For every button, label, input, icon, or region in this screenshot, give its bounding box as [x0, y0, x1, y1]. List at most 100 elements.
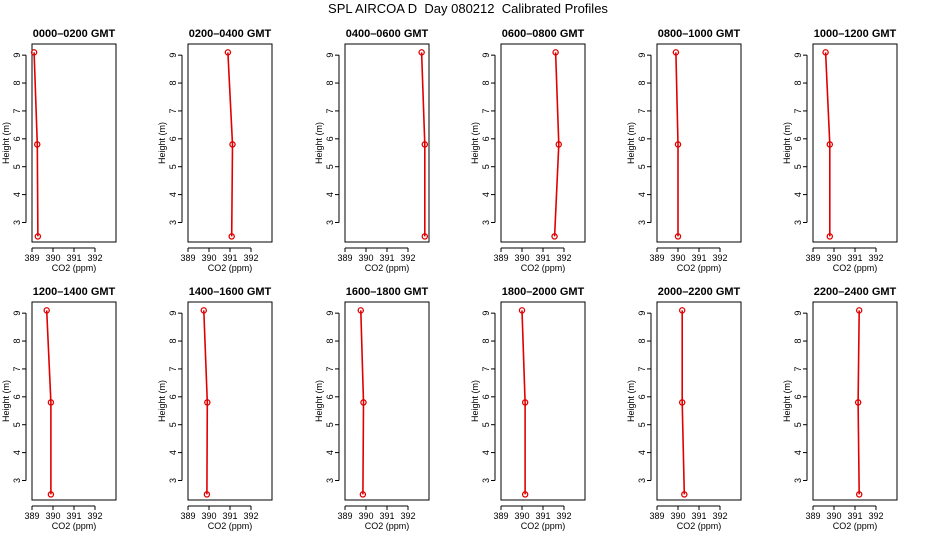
y-tick-label: 5 — [481, 164, 491, 169]
y-axis-label: Height (m) — [626, 380, 636, 422]
x-tick-label: 389 — [493, 253, 508, 263]
y-tick-label: 5 — [168, 422, 178, 427]
y-tick-label: 9 — [325, 53, 335, 58]
panel-title: 0000–0200 GMT — [33, 28, 116, 40]
y-tick-label: 7 — [325, 108, 335, 113]
y-tick-label: 3 — [168, 478, 178, 483]
y-axis-label: Height (m) — [1, 380, 11, 422]
panel-title: 1000–1200 GMT — [814, 28, 897, 40]
y-tick-label: 5 — [637, 164, 647, 169]
y-axis-label: Height (m) — [782, 122, 792, 164]
x-tick-label: 392 — [712, 253, 727, 263]
x-axis-label: CO2 (ppm) — [52, 263, 97, 273]
y-tick-label: 4 — [637, 192, 647, 197]
x-axis-label: CO2 (ppm) — [521, 263, 566, 273]
y-tick-label: 6 — [637, 136, 647, 141]
plot-frame — [500, 301, 586, 501]
x-tick-label: 389 — [649, 253, 664, 263]
y-tick-label: 7 — [481, 366, 491, 371]
plot-frame — [31, 301, 117, 501]
profile-line — [521, 310, 526, 495]
y-tick-label: 9 — [481, 53, 491, 58]
profile-point — [855, 491, 863, 498]
y-tick-label: 3 — [12, 478, 22, 483]
y-tick-label: 8 — [12, 81, 22, 86]
profile-point — [855, 307, 863, 314]
y-tick-label: 5 — [325, 422, 335, 427]
y-tick-label: 9 — [793, 53, 803, 58]
y-tick-label: 4 — [325, 450, 335, 455]
y-tick-label: 8 — [168, 339, 178, 344]
y-tick-label: 8 — [637, 81, 647, 86]
y-tick-label: 4 — [481, 192, 491, 197]
x-axis-label: CO2 (ppm) — [521, 521, 566, 531]
profile-point — [674, 233, 682, 240]
x-tick-label: 390 — [826, 511, 841, 521]
profile-point — [229, 141, 236, 148]
x-tick-label: 389 — [24, 511, 39, 521]
y-tick-label: 6 — [481, 394, 491, 399]
x-tick-label: 390 — [45, 511, 60, 521]
y-tick-label: 8 — [325, 339, 335, 344]
profile-point — [418, 49, 425, 56]
x-tick-label: 389 — [337, 253, 352, 263]
plot-frame — [812, 301, 898, 501]
y-tick-label: 9 — [481, 311, 491, 316]
y-tick-label: 7 — [12, 108, 22, 113]
x-axis-label: CO2 (ppm) — [833, 521, 878, 531]
x-tick-label: 392 — [556, 253, 571, 263]
profile-line — [33, 52, 39, 237]
profile-point — [674, 141, 682, 148]
x-tick-label: 391 — [379, 511, 394, 521]
y-tick-label: 5 — [793, 164, 803, 169]
profile-point — [203, 491, 211, 498]
x-axis-label: CO2 (ppm) — [833, 263, 878, 273]
x-tick-label: 392 — [87, 511, 102, 521]
y-tick-label: 8 — [481, 339, 491, 344]
y-tick-label: 3 — [325, 220, 335, 225]
y-axis-label: Height (m) — [314, 380, 324, 422]
profile-line — [857, 310, 860, 495]
y-tick-label: 9 — [793, 311, 803, 316]
y-tick-label: 3 — [793, 478, 803, 483]
profile-line — [203, 310, 209, 495]
y-tick-label: 5 — [793, 422, 803, 427]
profile-point — [826, 233, 834, 240]
y-tick-label: 8 — [481, 81, 491, 86]
y-tick-label: 6 — [12, 136, 22, 141]
y-tick-label: 6 — [325, 394, 335, 399]
y-tick-label: 5 — [325, 164, 335, 169]
x-tick-label: 392 — [243, 511, 258, 521]
y-tick-label: 3 — [12, 220, 22, 225]
profile-point — [555, 141, 563, 148]
profile-line — [45, 310, 52, 495]
x-tick-label: 390 — [514, 511, 529, 521]
plot-frame — [656, 43, 742, 243]
x-axis-label: CO2 (ppm) — [677, 521, 722, 531]
y-tick-label: 6 — [168, 394, 178, 399]
y-tick-label: 3 — [325, 478, 335, 483]
y-tick-label: 6 — [325, 136, 335, 141]
plot-frame — [344, 301, 430, 501]
y-tick-label: 6 — [12, 394, 22, 399]
x-tick-label: 391 — [379, 253, 394, 263]
x-tick-label: 391 — [535, 253, 550, 263]
plot-frame — [31, 43, 117, 243]
profile-line — [824, 52, 831, 237]
y-tick-label: 7 — [168, 366, 178, 371]
y-tick-label: 7 — [637, 108, 647, 113]
y-tick-label: 4 — [793, 450, 803, 455]
y-tick-label: 3 — [637, 220, 647, 225]
x-axis-label: CO2 (ppm) — [208, 263, 253, 273]
profile-point — [518, 307, 526, 314]
profile-line — [227, 52, 234, 237]
y-tick-label: 4 — [637, 450, 647, 455]
y-tick-label: 9 — [325, 311, 335, 316]
x-tick-label: 392 — [400, 253, 415, 263]
